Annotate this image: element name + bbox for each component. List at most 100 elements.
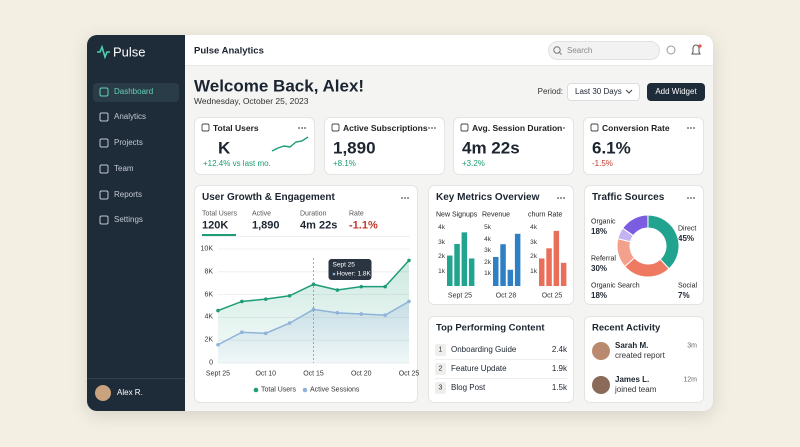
kpi-card — [324, 117, 445, 175]
stats-divider — [202, 236, 410, 237]
nav-item[interactable]: Settings — [114, 215, 143, 224]
card-title: Recent Activity — [592, 322, 661, 334]
stat-label: Total Users — [202, 210, 238, 218]
stat-label: Duration — [300, 210, 327, 218]
nav-item[interactable]: Reports — [114, 190, 143, 199]
search-placeholder[interactable]: Search — [567, 46, 593, 55]
y-tick-label: 3k — [484, 246, 491, 254]
activity-time: 3m — [687, 342, 697, 350]
y-tick-label: 1k — [530, 267, 537, 275]
activity-action: created report — [615, 351, 665, 360]
kpi-change: +3.2% — [462, 159, 485, 168]
rank-badge — [435, 344, 446, 356]
nav-active — [93, 83, 179, 102]
y-tick-label: 5k — [484, 223, 491, 231]
card-title: Key Metrics Overview — [436, 192, 540, 203]
y-tick-label: 10K — [200, 245, 213, 253]
legend-label: Active Sessions — [310, 386, 360, 394]
brand: Pulse — [113, 44, 146, 60]
card-title: Traffic Sources — [592, 192, 665, 203]
kpi-change: +12.4% vs last mo. — [203, 159, 271, 168]
content-title[interactable]: Feature Update — [451, 364, 507, 373]
search-box[interactable] — [548, 41, 660, 60]
x-tick-label: Sept 25 — [205, 370, 231, 378]
add-widget-button[interactable] — [647, 83, 705, 101]
segment-value: 18% — [591, 227, 608, 236]
activity-time: 12m — [683, 376, 697, 384]
kpi-label: Total Users — [213, 122, 259, 133]
segment-label: Referral — [591, 255, 616, 263]
button-label[interactable]: Add Widget — [655, 87, 697, 96]
activity-action: joined team — [615, 385, 657, 394]
activity-name: Sarah M. — [615, 341, 649, 350]
period-dropdown[interactable] — [567, 83, 640, 101]
period-value[interactable]: Last 30 Days — [575, 87, 622, 96]
y-tick-label: 3k — [530, 238, 537, 246]
nav-item[interactable]: Dashboard — [114, 87, 154, 96]
welcome-title: Welcome Back, Alex! — [194, 76, 365, 96]
user-name: Alex R. — [117, 388, 143, 397]
date: Wednesday, October 25, 2023 — [194, 95, 309, 106]
y-tick-label: 4K — [204, 313, 213, 321]
x-label: Sept 25 — [447, 292, 473, 300]
rank: 2 — [438, 365, 443, 373]
rank: 3 — [438, 384, 443, 392]
header-title: Pulse Analytics — [194, 45, 264, 57]
stat-value: 4m 22s — [300, 219, 338, 232]
content-views: 1.5k — [551, 383, 567, 392]
y-tick-label: 4k — [530, 223, 537, 231]
kpi-label: Avg. Session Duration — [472, 122, 563, 133]
nav-item[interactable]: Team — [114, 164, 134, 173]
stat-value: -1.1% — [349, 219, 378, 232]
chart-title: Revenue — [482, 211, 511, 219]
segment-label: Social — [678, 282, 698, 290]
kpi-change: +8.1% — [333, 159, 356, 168]
stat-value: 1,890 — [252, 219, 280, 232]
stat-value: 120K — [202, 219, 229, 232]
content-title[interactable]: Onboarding Guide — [451, 345, 517, 354]
kpi-value: 1,890 — [333, 138, 376, 158]
y-tick-label: 8K — [204, 268, 213, 276]
kpi-value: K — [218, 138, 231, 158]
chart-title: churn Rate — [528, 211, 563, 219]
nav-item[interactable]: Projects — [114, 138, 143, 147]
x-label: Oct 28 — [495, 292, 517, 300]
rank-badge — [435, 363, 446, 375]
y-tick-label: 2k — [530, 252, 537, 260]
y-tick-label: 0 — [209, 359, 213, 367]
x-tick-label: Oct 10 — [255, 370, 277, 378]
rank-badge — [435, 382, 446, 394]
segment-value: 7% — [678, 291, 690, 300]
y-tick-label: 1k — [438, 267, 445, 275]
segment-label: Organic — [591, 218, 616, 226]
activity-name: James L. — [615, 375, 650, 384]
y-tick-label: 2k — [438, 252, 445, 260]
y-tick-label: 6K — [204, 291, 213, 299]
stat-underline — [202, 234, 236, 236]
y-tick-label: 2k — [484, 258, 491, 266]
key-metrics-card — [428, 185, 574, 305]
content-title[interactable]: Blog Post — [451, 383, 486, 392]
stat-label: Rate — [349, 210, 364, 218]
content-views: 1.9k — [551, 364, 567, 373]
rank: 1 — [438, 346, 443, 354]
x-tick-label: Oct 20 — [350, 370, 372, 378]
kpi-value: 4m 22s — [462, 138, 520, 158]
legend-label: Total Users — [261, 386, 297, 394]
nav-item[interactable]: Analytics — [114, 112, 147, 121]
sidebar-divider — [87, 378, 185, 379]
kpi-card — [453, 117, 574, 175]
chart-title: New Signups — [436, 211, 478, 219]
stat-label: Active — [252, 210, 272, 218]
row-divider — [435, 378, 567, 379]
y-tick-label: 2K — [204, 336, 213, 344]
y-tick-label: 1k — [484, 270, 491, 278]
traffic-card — [584, 185, 704, 305]
kpi-card — [583, 117, 704, 175]
kpi-label: Conversion Rate — [602, 122, 670, 133]
x-tick-label: Oct 25 — [398, 370, 420, 378]
x-tick-label: Oct 15 — [303, 370, 324, 378]
segment-value: 45% — [678, 234, 695, 243]
period-label: Period: — [537, 87, 563, 96]
